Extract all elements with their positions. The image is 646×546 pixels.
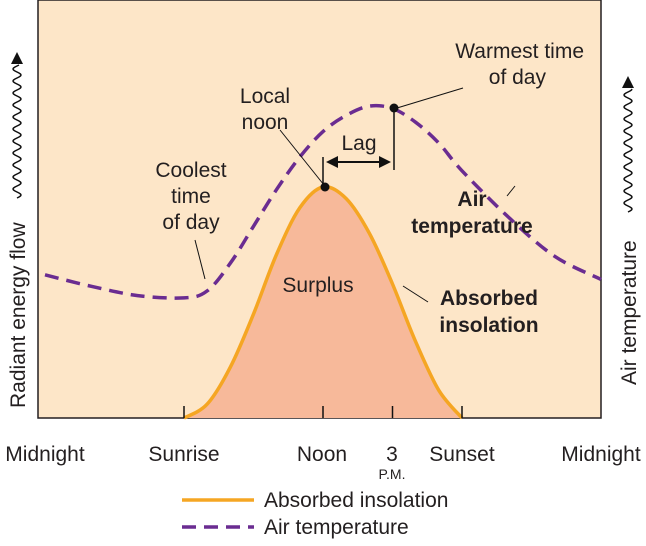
absorbed-leader: [402, 285, 429, 303]
y-axis-label-right: Air temperature: [618, 240, 641, 385]
coolest-line-2: time: [171, 185, 211, 208]
coolest-line-1: Coolest: [155, 159, 226, 182]
air-temp-leader: [506, 185, 516, 197]
surplus-label: Surplus: [282, 274, 353, 297]
insolation-surplus-area: [184, 186, 462, 418]
absorbed-label-1: Absorbed: [440, 287, 538, 310]
air-temperature-curve: [44, 103, 602, 300]
warmest-line-1: Warmest time: [455, 40, 584, 63]
air-temp-label-2: temperature: [411, 215, 532, 238]
x-tick-sunrise: Sunrise: [148, 443, 219, 466]
air-temp-label-1: Air: [457, 188, 486, 211]
air-temperature-wavy-arrow: [623, 88, 633, 213]
y-axis-label-left: Radiant energy flow: [7, 222, 30, 408]
local-noon-line-2: noon: [242, 111, 289, 134]
x-tick-noon: Noon: [297, 443, 347, 466]
absorbed-label-2: insolation: [439, 314, 538, 337]
x-tick-midnight-start: Midnight: [5, 443, 85, 466]
local-noon-line-1: Local: [240, 85, 290, 108]
legend-insolation-label: Absorbed insolation: [264, 489, 448, 512]
lag-arrow-head-right: [379, 156, 391, 168]
air-temperature-arrow-head: [622, 76, 634, 88]
lag-arrow-head-left: [326, 156, 338, 168]
x-tick-sunset: Sunset: [429, 443, 495, 466]
coolest-leader: [194, 239, 206, 280]
x-tick-marks: [183, 406, 463, 418]
x-tick-midnight-end: Midnight: [561, 443, 641, 466]
warmest-line-2: of day: [489, 66, 547, 89]
warmest-leader: [396, 87, 464, 109]
x-tick-3pm-sublabel: P.M.: [379, 466, 406, 482]
warmest-point: [389, 103, 399, 113]
local-noon-point: [320, 182, 330, 192]
local-noon-leader: [279, 129, 325, 186]
radiant-energy-wavy-arrow: [12, 64, 22, 199]
x-tick-3pm: 3: [386, 443, 398, 466]
radiant-energy-arrow-head: [11, 52, 23, 64]
legend-temperature-label: Air temperature: [264, 516, 409, 539]
lag-label: Lag: [341, 132, 376, 155]
coolest-line-3: of day: [162, 211, 220, 234]
